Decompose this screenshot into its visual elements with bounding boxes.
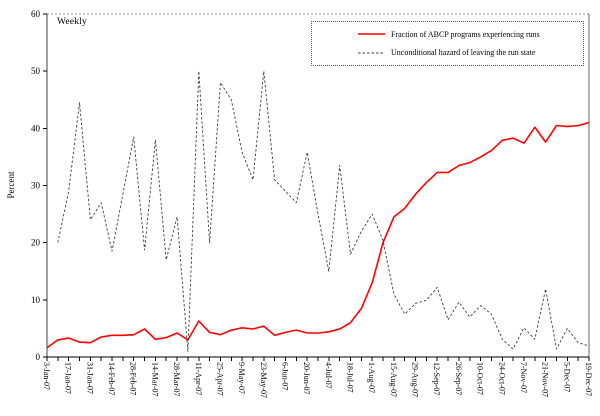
chart-annotation-weekly: Weekly xyxy=(57,17,87,27)
x-axis-tick-label: 5-Dec-07 xyxy=(562,362,571,392)
x-axis-tick-label: 19-Dec-07 xyxy=(584,362,593,396)
x-axis-tick-label: 14-Feb-07 xyxy=(107,362,116,395)
x-axis-tick-label: 6-Jun-07 xyxy=(280,362,289,390)
y-axis-tick-label: 50 xyxy=(31,66,41,76)
x-axis-tick-label: 28-Feb-07 xyxy=(129,362,138,395)
x-axis-tick-label: 23-May-07 xyxy=(259,362,268,398)
x-axis-tick-label: 24-Oct-07 xyxy=(497,362,506,395)
x-axis-tick-label: 11-Apr-07 xyxy=(194,362,203,395)
x-axis-tick-label: 9-May-07 xyxy=(237,362,246,394)
x-axis-tick-label: 15-Aug-07 xyxy=(389,362,398,397)
legend-item-hazard: Unconditional hazard of leaving the run … xyxy=(358,48,579,57)
x-axis-tick-label: 10-Oct-07 xyxy=(476,362,485,395)
x-axis-tick-label: 31-Jan-07 xyxy=(85,362,94,394)
legend-label-hazard: Unconditional hazard of leaving the run … xyxy=(391,48,536,58)
y-axis-tick-label: 60 xyxy=(31,9,41,19)
legend-label-runs: Fraction of ABCP programs experiencing r… xyxy=(391,29,540,39)
legend-line-sample-runs xyxy=(358,33,385,35)
legend-item-runs: Fraction of ABCP programs experiencing r… xyxy=(358,30,579,39)
x-axis-tick-label: 1-Aug-07 xyxy=(367,362,376,393)
legend: Fraction of ABCP programs experiencing r… xyxy=(311,21,584,66)
x-axis-tick-label: 18-Jul-07 xyxy=(346,362,355,393)
x-axis-tick-label: 28-Mar-07 xyxy=(172,362,181,397)
x-axis-tick-label: 12-Sep-07 xyxy=(432,362,441,395)
runs-series-line xyxy=(46,121,590,349)
x-axis-tick-label: 17-Jan-07 xyxy=(64,362,73,394)
x-axis-tick-label: 25-Apr-07 xyxy=(215,362,224,396)
legend-line-sample-hazard xyxy=(358,52,385,54)
y-axis-tick-label: 40 xyxy=(31,123,41,133)
y-axis-tick-label: 0 xyxy=(36,352,41,362)
x-axis-tick-label: 7-Nov-07 xyxy=(519,362,528,393)
x-axis-tick-label: 14-Mar-07 xyxy=(150,362,159,397)
y-axis-title: Percent xyxy=(6,171,16,199)
y-axis-tick-label: 30 xyxy=(31,181,41,191)
y-axis-tick-label: 10 xyxy=(31,295,41,305)
x-axis-tick-label: 26-Sep-07 xyxy=(454,362,463,395)
x-axis-tick-label: 21-Nov-07 xyxy=(541,362,550,397)
hazard-series-line xyxy=(57,70,590,352)
x-axis-tick-label: 20-Jun-07 xyxy=(302,362,311,394)
x-axis-tick-label: 4-Jul-07 xyxy=(324,362,333,389)
x-axis-tick-label: 3-Jan-07 xyxy=(42,362,51,390)
x-axis-tick-label: 29-Aug-07 xyxy=(411,362,420,397)
y-axis-tick-label: 20 xyxy=(31,238,41,248)
